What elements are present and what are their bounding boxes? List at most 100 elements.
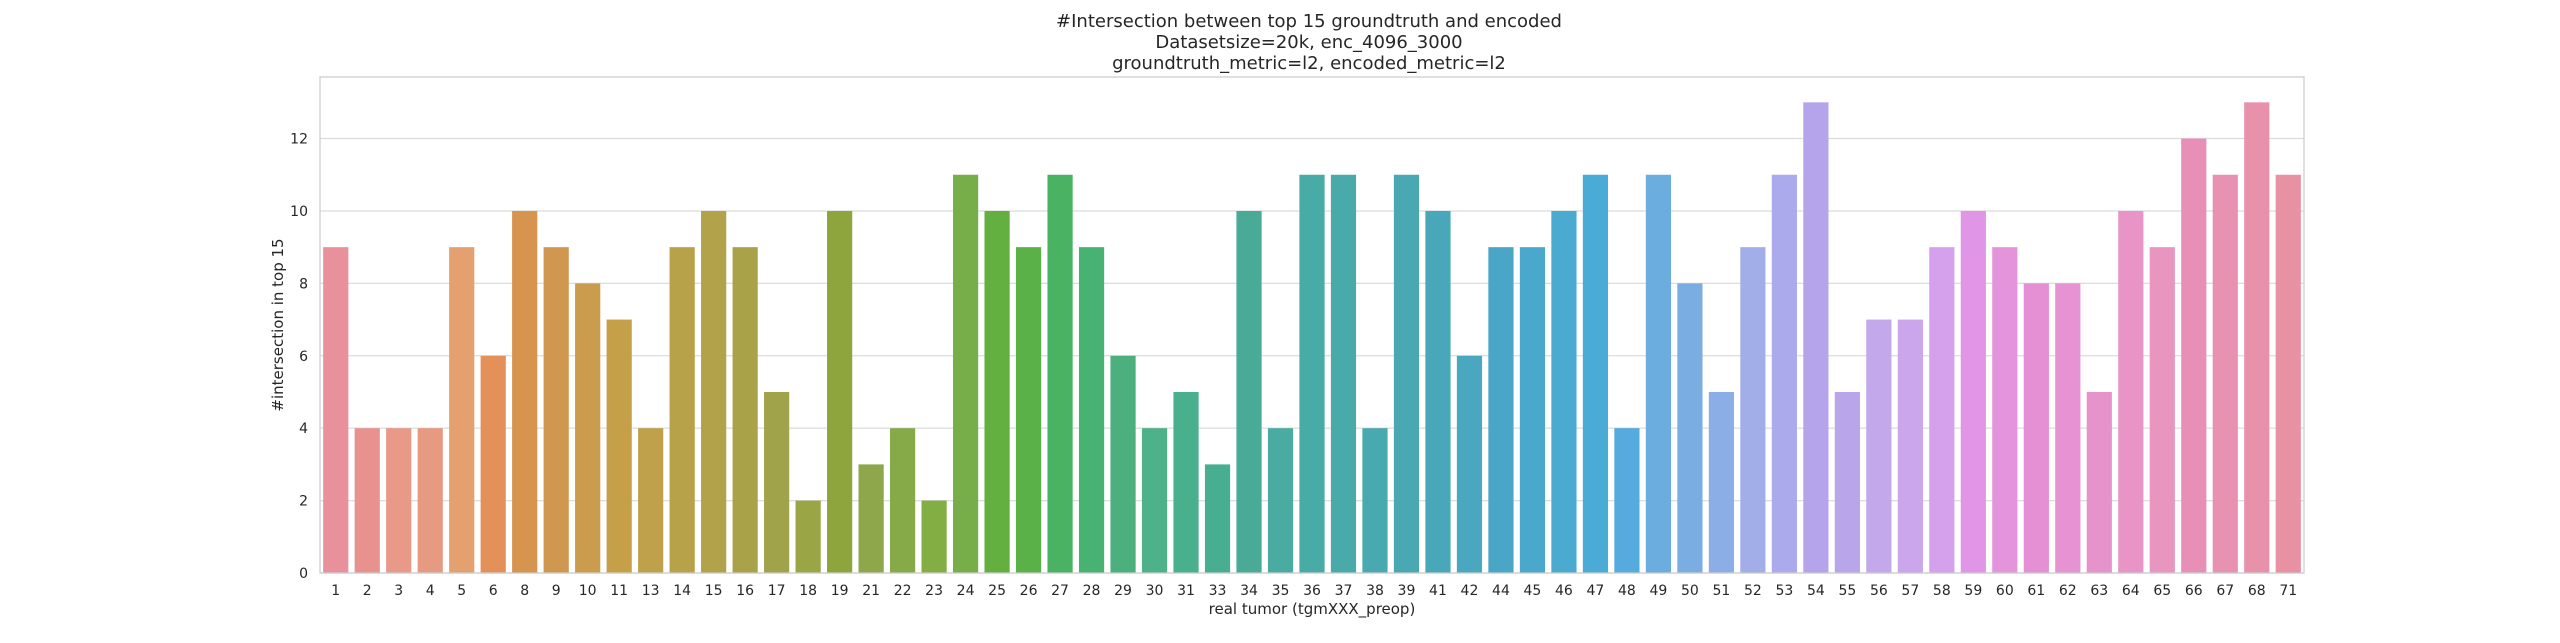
- bar-49: [1645, 174, 1672, 573]
- bar-65: [2149, 247, 2175, 573]
- bar-21: [858, 464, 884, 573]
- x-tick-label: 3: [394, 583, 403, 599]
- y-tick-label: 10: [290, 204, 308, 220]
- bar-63: [2086, 391, 2112, 573]
- bar-33: [1204, 464, 1231, 573]
- x-axis-label: real tumor (tgmXXX_preop): [1209, 600, 1416, 619]
- x-tick-label: 34: [1240, 583, 1258, 599]
- bar-26: [1015, 247, 1042, 573]
- bar-17: [764, 391, 790, 573]
- x-tick-label: 21: [862, 583, 880, 599]
- x-tick-label: 64: [2122, 583, 2140, 599]
- x-tick-label: 44: [1492, 583, 1510, 599]
- x-tick-label: 62: [2059, 583, 2077, 599]
- bar-1: [323, 247, 349, 573]
- x-tick-label: 22: [894, 583, 912, 599]
- x-tick-label: 49: [1649, 583, 1667, 599]
- x-tick-label: 42: [1461, 583, 1479, 599]
- bar-61: [2023, 283, 2049, 573]
- x-tick-label: 16: [736, 583, 754, 599]
- x-tick-label: 4: [426, 583, 435, 599]
- bar-2: [354, 428, 380, 573]
- bar-51: [1708, 391, 1734, 573]
- bar-66: [2181, 138, 2207, 574]
- chart-title-line-3: groundtruth_metric=l2, encoded_metric=l2: [1112, 53, 1506, 74]
- x-tick-label: 61: [2027, 583, 2045, 599]
- x-tick-label: 71: [2279, 583, 2297, 599]
- chart-title-line-1: #Intersection between top 15 groundtruth…: [1056, 11, 1562, 32]
- x-tick-label: 29: [1114, 583, 1132, 599]
- x-tick-label: 52: [1744, 583, 1762, 599]
- x-tick-label: 15: [705, 583, 723, 599]
- x-tick-label: 36: [1303, 583, 1321, 599]
- bar-34: [1236, 210, 1262, 573]
- bar-58: [1929, 247, 1955, 573]
- bar-23: [921, 500, 947, 573]
- bar-47: [1582, 174, 1609, 573]
- x-tick-label: 47: [1587, 583, 1605, 599]
- x-tick-label: 5: [457, 583, 466, 599]
- x-tick-label: 50: [1681, 583, 1699, 599]
- bar-36: [1299, 174, 1325, 573]
- x-tick-label: 27: [1051, 583, 1069, 599]
- bar-42: [1456, 355, 1483, 573]
- x-tick-label: 35: [1272, 583, 1290, 599]
- x-tick-label: 25: [988, 583, 1006, 599]
- bar-27: [1047, 174, 1073, 573]
- x-tick-label: 14: [673, 583, 691, 599]
- bar-11: [606, 319, 632, 573]
- bar-39: [1393, 174, 1420, 573]
- bar-55: [1834, 391, 1860, 573]
- x-tick-label: 19: [831, 583, 849, 599]
- bar-19: [827, 210, 853, 573]
- y-tick-label: 8: [299, 276, 308, 292]
- y-axis-label: #intersection in top 15: [269, 238, 287, 411]
- x-tick-label: 30: [1146, 583, 1164, 599]
- chart-title-line-2: Datasetsize=20k, enc_4096_3000: [1155, 32, 1462, 53]
- x-tick-label: 53: [1775, 583, 1793, 599]
- bar-41: [1425, 210, 1451, 573]
- bar-68: [2244, 102, 2270, 573]
- x-tick-label: 66: [2185, 583, 2203, 599]
- x-tick-label: 63: [2090, 583, 2108, 599]
- plot-frame: [319, 76, 2305, 574]
- bar-28: [1078, 247, 1105, 573]
- bar-16: [732, 247, 758, 573]
- bar-18: [795, 500, 821, 573]
- x-tick-label: 54: [1807, 583, 1825, 599]
- bar-45: [1519, 247, 1546, 573]
- y-tick-label: 12: [290, 132, 308, 148]
- x-tick-label: 1: [331, 583, 340, 599]
- bar-5: [449, 247, 475, 573]
- bar-6: [480, 355, 506, 573]
- x-tick-label: 33: [1209, 583, 1227, 599]
- x-tick-label: 55: [1838, 583, 1856, 599]
- bar-24: [952, 174, 979, 573]
- bar-37: [1330, 174, 1357, 573]
- x-tick-label: 37: [1335, 583, 1353, 599]
- x-tick-label: 6: [489, 583, 498, 599]
- x-tick-label: 67: [2216, 583, 2234, 599]
- x-tick-label: 31: [1177, 583, 1195, 599]
- bar-10: [575, 283, 601, 573]
- bar-54: [1803, 102, 1829, 573]
- x-tick-label: 10: [579, 583, 597, 599]
- x-tick-label: 23: [925, 583, 943, 599]
- x-tick-label: 41: [1429, 583, 1447, 599]
- x-tick-label: 51: [1712, 583, 1730, 599]
- bar-4: [417, 428, 443, 573]
- bar-57: [1897, 319, 1923, 573]
- x-tick-label: 68: [2248, 583, 2266, 599]
- x-tick-label: 65: [2153, 583, 2171, 599]
- bar-50: [1677, 283, 1703, 573]
- bar-14: [669, 247, 695, 573]
- x-tick-label: 38: [1366, 583, 1384, 599]
- x-tick-label: 60: [1996, 583, 2014, 599]
- x-tick-label: 59: [1964, 583, 1982, 599]
- bar-8: [512, 210, 538, 573]
- y-tick-label: 6: [299, 349, 308, 365]
- x-tick-labels: 1 2 3 4 5 6 8 9 10 11 13 14 15 16 17 18 19 21 22 23 24 25 26 27…: [331, 583, 2297, 599]
- bar-67: [2212, 174, 2238, 573]
- y-tick-label: 4: [299, 421, 308, 437]
- x-tick-label: 56: [1870, 583, 1888, 599]
